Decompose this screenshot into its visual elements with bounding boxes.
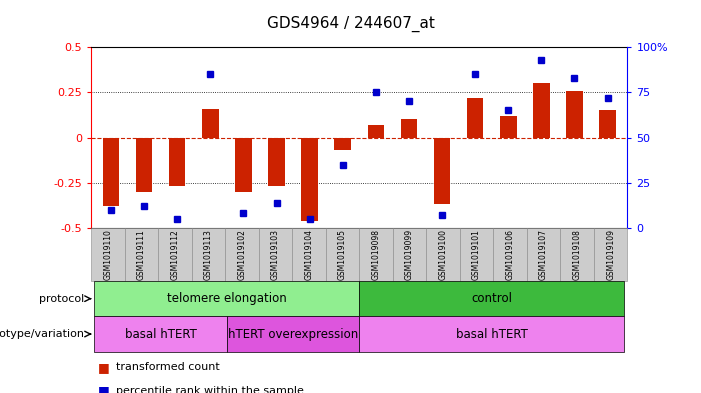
Text: GSM1019101: GSM1019101 <box>472 229 481 280</box>
Text: basal hTERT: basal hTERT <box>125 327 196 341</box>
Text: GSM1019099: GSM1019099 <box>405 229 414 280</box>
Text: ■: ■ <box>98 384 110 393</box>
Bar <box>169 138 186 186</box>
Bar <box>235 138 252 192</box>
Bar <box>434 138 450 204</box>
Text: telomere elongation: telomere elongation <box>167 292 287 305</box>
Text: GDS4964 / 244607_at: GDS4964 / 244607_at <box>266 16 435 32</box>
Text: GSM1019100: GSM1019100 <box>439 229 447 280</box>
Text: hTERT overexpression: hTERT overexpression <box>228 327 358 341</box>
Text: genotype/variation: genotype/variation <box>0 329 84 339</box>
Text: GSM1019105: GSM1019105 <box>338 229 347 280</box>
Text: GSM1019107: GSM1019107 <box>539 229 548 280</box>
Bar <box>301 138 318 221</box>
Bar <box>202 108 219 138</box>
Text: GSM1019111: GSM1019111 <box>137 229 146 280</box>
Text: percentile rank within the sample: percentile rank within the sample <box>116 386 304 393</box>
Bar <box>566 90 583 138</box>
Text: GSM1019109: GSM1019109 <box>606 229 615 280</box>
Bar <box>599 110 615 138</box>
Bar <box>136 138 152 192</box>
Bar <box>467 98 484 138</box>
Bar <box>334 138 351 150</box>
Text: transformed count: transformed count <box>116 362 219 373</box>
Text: basal hTERT: basal hTERT <box>456 327 528 341</box>
Text: GSM1019113: GSM1019113 <box>204 229 213 280</box>
Text: GSM1019106: GSM1019106 <box>505 229 515 280</box>
Text: GSM1019112: GSM1019112 <box>170 229 179 280</box>
Bar <box>500 116 517 138</box>
Text: GSM1019108: GSM1019108 <box>573 229 582 280</box>
Text: GSM1019110: GSM1019110 <box>103 229 112 280</box>
Bar <box>103 138 119 206</box>
Bar <box>367 125 384 138</box>
Bar <box>533 83 550 138</box>
Text: ■: ■ <box>98 361 110 374</box>
Text: control: control <box>471 292 512 305</box>
Bar <box>401 119 417 138</box>
Text: GSM1019102: GSM1019102 <box>238 229 247 280</box>
Text: protocol: protocol <box>39 294 84 304</box>
Text: GSM1019098: GSM1019098 <box>372 229 381 280</box>
Bar <box>268 138 285 186</box>
Text: GSM1019103: GSM1019103 <box>271 229 280 280</box>
Text: GSM1019104: GSM1019104 <box>304 229 313 280</box>
